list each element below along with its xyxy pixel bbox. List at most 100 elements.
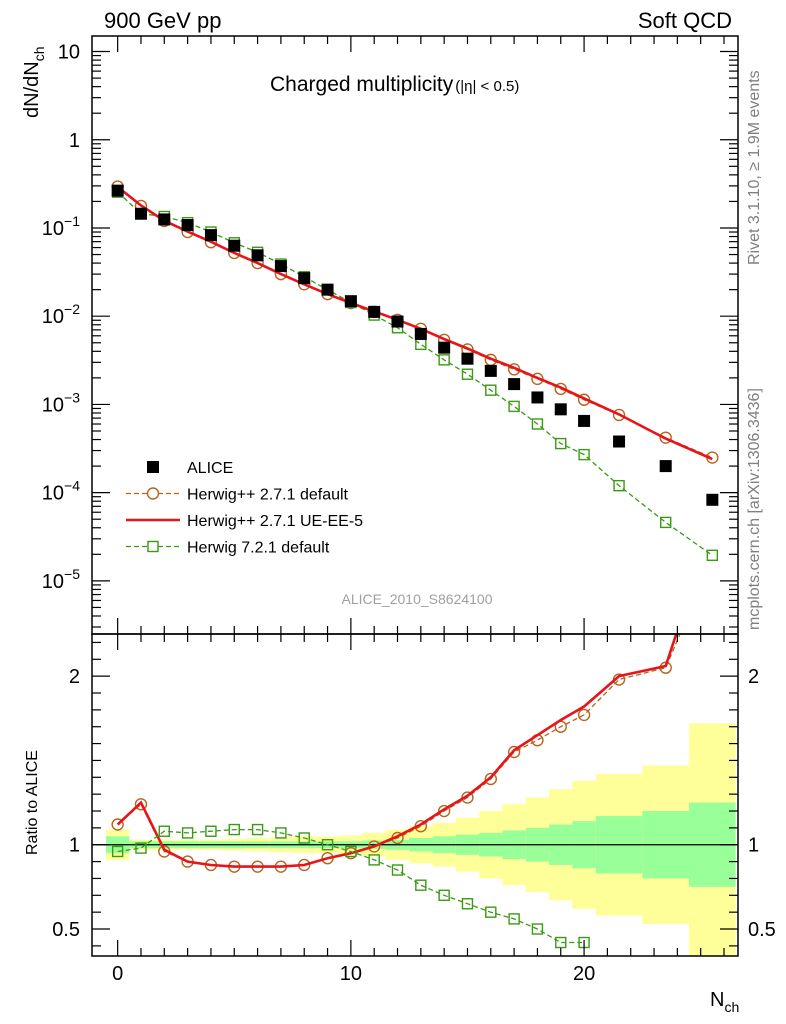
mcplots-credit-label: mcplots.cern.ch [arXiv:1306.3436] [746, 388, 763, 630]
ratio-herwig-7-2-1-default-point [275, 827, 287, 839]
ratio-herwig-7-2-1-default-point [391, 864, 404, 876]
main-alice-point [344, 295, 357, 308]
ratio-y-tick-label: 1 [69, 835, 80, 857]
main-alice-point [298, 272, 311, 285]
main-herwig-7-2-1-default-point [485, 384, 497, 396]
main-herwig-7-2-1-default-point [660, 516, 672, 529]
main-alice-point [134, 207, 147, 220]
ratio-herwig-7-2-1-default-point [461, 898, 474, 910]
main-alice-point [613, 435, 626, 448]
main-alice-point [578, 414, 591, 427]
header-process-label: Soft QCD [637, 8, 732, 33]
ratio-herwig-2-7-1-default-point [134, 798, 148, 811]
legend-marker-circle [146, 487, 160, 500]
main-alice-point [274, 260, 287, 273]
main-alice-point [659, 460, 672, 473]
legend-entry: Herwig++ 2.7.1 UE-EE-5 [126, 513, 363, 530]
main-y-tick-label: 1 [69, 130, 80, 152]
ratio-herwig-7-2-1-default-point [251, 823, 264, 836]
main-alice-point [321, 283, 334, 296]
ratio-herwig-7-2-1-default-point [508, 913, 520, 925]
main-herwig-7-2-1-default-point [415, 338, 427, 351]
main-alice-point [368, 305, 381, 318]
panel-frames [91, 35, 739, 957]
x-tick-label: 0 [112, 963, 123, 985]
main-alice-point [391, 315, 404, 328]
ratio-herwig-7-2-1-default-point [368, 854, 380, 866]
ratio-herwig-2-7-1-default-point [484, 772, 497, 786]
main-alice-point [531, 391, 544, 404]
ratio-y-tick-label-right: 2 [748, 666, 759, 688]
main-y-tick-label: 10−4 [42, 478, 80, 505]
main-y-tick-label: 10 [58, 42, 80, 64]
legend-label: Herwig 7.2.1 default [187, 540, 330, 557]
main-y-tick-label: 10−3 [42, 389, 80, 416]
main-herwig-2-7-1-default-point [612, 408, 626, 422]
main-herwig-7-2-1-default-point [706, 549, 719, 561]
main-alice-point [461, 352, 474, 365]
rivet-version-label: Rivet 3.1.10, ≥ 1.9M events [746, 70, 763, 265]
ratio-herwig-7-2-1-default-point [485, 906, 497, 918]
main-alice-point [554, 403, 567, 416]
main-herwig-7-2-1-default-point [461, 368, 474, 380]
ratio-herwig-7-2-1-default-point [181, 827, 194, 839]
ratio-herwig-7-2-1-default-point [345, 845, 357, 858]
ratio-herwig-2-7-1-ue-ee-5-line [116, 634, 678, 868]
main-panel-series [111, 180, 719, 561]
main-herwig-2-7-1-default-point [659, 431, 672, 444]
ratio-herwig-7-2-1-default-point [531, 923, 544, 935]
main-alice-point [181, 219, 194, 232]
ratio-herwig-2-7-1-default-point [367, 840, 381, 853]
main-alice-point [228, 239, 241, 252]
main-alice-point [204, 229, 217, 242]
main-y-tick-label: 10−2 [42, 301, 80, 328]
ratio-herwig-7-2-1-default-point [135, 842, 147, 854]
legend-label: Herwig++ 2.7.1 UE-EE-5 [187, 513, 363, 530]
ratio-herwig-7-2-1-default-point [228, 823, 240, 836]
main-alice-point [111, 184, 124, 197]
ratio-herwig-2-7-1-default-point [577, 708, 591, 722]
ratio-herwig-7-2-1-default-point [555, 936, 567, 949]
ratio-herwig-2-7-1-default-point [507, 745, 521, 759]
x-axis-label: Nch [710, 989, 739, 1015]
ratio-herwig-7-2-1-default-point [298, 832, 310, 844]
main-herwig-7-2-1-default-point [613, 479, 625, 492]
legend-marker-open-square [147, 540, 159, 553]
ratio-herwig-7-2-1-default-point [438, 889, 450, 902]
ratio-y-tick-label-right: 0.5 [748, 919, 776, 941]
main-herwig-7-2-1-default-point [531, 418, 544, 430]
ratio-herwig-7-2-1-default-point [205, 825, 217, 837]
ratio-frame [91, 633, 739, 957]
legend-entry: Herwig 7.2.1 default [126, 540, 330, 557]
ratio-herwig-7-2-1-default-point [158, 825, 170, 837]
ratio-herwig-2-7-1-default-point [111, 818, 124, 831]
axis-ticks: 0 10 20 10−5 10−4 10−3 10−2 10−1 1 10 0.5 0.5 1 1 2 2 [42, 36, 776, 985]
main-y-tick-label: 10−1 [42, 213, 80, 240]
main-alice-point [484, 364, 497, 377]
x-tick-label: 10 [340, 963, 362, 985]
main-alice-point [251, 249, 264, 262]
main-herwig-7-2-1-default-point [508, 400, 520, 413]
analysis-watermark: ALICE_2010_S8624100 [341, 591, 492, 607]
ratio-panel-series [111, 634, 681, 949]
ratio-y-axis-label: Ratio to ALICE [24, 750, 41, 855]
x-tick-label: 20 [573, 963, 595, 985]
main-y-tick-label: 10−5 [42, 566, 80, 593]
main-y-axis-label: dN/dNch [21, 47, 47, 119]
legend-label: ALICE [187, 460, 233, 477]
main-alice-point [706, 493, 719, 506]
ratio-herwig-2-7-1-default-point [437, 804, 451, 818]
main-herwig-7-2-1-default-point [438, 354, 450, 366]
legend-entry: ALICE [147, 460, 233, 477]
main-alice-point [438, 341, 451, 354]
ratio-y-tick-label: 2 [69, 666, 80, 688]
main-herwig-7-2-1-default-point [578, 448, 590, 461]
ratio-herwig-7-2-1-default-point [111, 845, 124, 858]
ratio-y-tick-label: 0.5 [52, 919, 80, 941]
main-herwig-7-2-1-default-point [555, 437, 567, 450]
legend-label: Herwig++ 2.7.1 default [187, 487, 349, 504]
header-beam-label: 900 GeV pp [104, 8, 222, 33]
ratio-herwig-7-2-1-default-point [321, 839, 334, 851]
main-alice-point [508, 378, 521, 391]
